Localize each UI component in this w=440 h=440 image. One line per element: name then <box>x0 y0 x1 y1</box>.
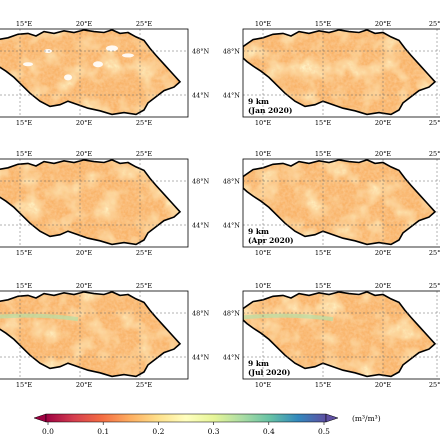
lon-tick-label: 20°E <box>375 381 392 389</box>
lat-tick-label: 48°N <box>223 310 241 318</box>
lat-tick-label: 48°N <box>192 48 210 56</box>
lon-tick-label: 25°E <box>429 282 440 290</box>
lon-tick-label: 20°E <box>375 119 392 127</box>
lon-tick-label: 15°E <box>16 249 33 257</box>
map-panel-r1c1: 15°E 15°E 20°E 20°E 25°E 25°E 48°N 44°N <box>0 20 210 127</box>
lon-tick-label: 25°E <box>429 150 440 158</box>
lon-tick-label: 20°E <box>76 249 93 257</box>
lat-tick-label: 48°N <box>192 178 210 186</box>
lon-tick-label: 15°E <box>315 150 332 158</box>
basin-outline <box>0 291 182 378</box>
basin-outline <box>243 159 437 246</box>
lon-tick-label: 25°E <box>429 20 440 28</box>
panel-resolution-label: 9 km <box>248 227 269 236</box>
lon-tick-label: 25°E <box>136 20 153 28</box>
lon-tick-label: 20°E <box>375 150 392 158</box>
map-frame <box>0 158 189 248</box>
lat-tick-label: 44°N <box>192 92 210 100</box>
lat-tick-label: 44°N <box>223 222 241 230</box>
lat-tick-label: 44°N <box>192 354 210 362</box>
colorbar-tick-label: 0.1 <box>97 427 109 436</box>
lon-tick-label: 10°E <box>255 249 272 257</box>
basin-outline <box>0 159 182 246</box>
lon-tick-label: 15°E <box>16 150 33 158</box>
lon-tick-label: 15°E <box>315 20 332 28</box>
colorbar-tick-label: 0.3 <box>208 427 220 436</box>
panel-date-label: (Apr 2020) <box>248 236 294 245</box>
lon-tick-label: 10°E <box>255 119 272 127</box>
lon-tick-label: 15°E <box>315 282 332 290</box>
lat-tick-label: 44°N <box>223 354 241 362</box>
lon-tick-label: 15°E <box>16 119 33 127</box>
lon-tick-label: 25°E <box>136 249 153 257</box>
lat-tick-label: 44°N <box>192 222 210 230</box>
colorbar-ramp <box>45 413 327 423</box>
panel-date-label: (Jan 2020) <box>248 106 292 115</box>
lon-tick-label: 15°E <box>315 119 332 127</box>
colorbar-max-extend <box>325 413 339 423</box>
lon-tick-label: 15°E <box>16 381 33 389</box>
lon-tick-label: 15°E <box>16 282 33 290</box>
lon-tick-label: 20°E <box>76 119 93 127</box>
lon-tick-label: 20°E <box>375 20 392 28</box>
lon-tick-label: 20°E <box>375 282 392 290</box>
map-panel-r2c1: 15°E 15°E 20°E 20°E 25°E 25°E 48°N 44°N <box>0 150 210 257</box>
lon-tick-label: 10°E <box>255 150 272 158</box>
lat-tick-label: 44°N <box>223 92 241 100</box>
basin-outline <box>243 291 437 378</box>
colorbar-unit-label: (m³/m³) <box>352 414 381 423</box>
lon-tick-label: 10°E <box>255 282 272 290</box>
lon-tick-label: 20°E <box>76 381 93 389</box>
lon-tick-label: 20°E <box>375 249 392 257</box>
map-frame <box>0 28 189 118</box>
lon-tick-label: 20°E <box>76 150 93 158</box>
lon-tick-label: 25°E <box>136 119 153 127</box>
colorbar-tick-label: 0.5 <box>318 427 330 436</box>
lon-tick-label: 25°E <box>136 282 153 290</box>
map-panel-r2c2: 10°E 10°E 15°E 15°E 20°E 20°E 25°E 25°E 48°N 44°N… <box>223 150 440 257</box>
colorbar-min-extend <box>33 413 47 423</box>
lon-tick-label: 25°E <box>429 119 440 127</box>
lon-tick-label: 20°E <box>76 282 93 290</box>
lon-tick-label: 15°E <box>16 20 33 28</box>
panel-resolution-label: 9 km <box>248 359 269 368</box>
lat-tick-label: 48°N <box>223 178 241 186</box>
map-panel-r1c2: 10°E 10°E 15°E 15°E 20°E 20°E 25°E 25°E 48°N 44°N… <box>223 20 440 127</box>
lon-tick-label: 25°E <box>136 150 153 158</box>
map-frame <box>242 290 440 380</box>
lon-tick-label: 25°E <box>429 249 440 257</box>
lon-tick-label: 10°E <box>255 20 272 28</box>
map-frame <box>242 158 440 248</box>
colorbar-tick-label: 0.0 <box>42 427 54 436</box>
lat-tick-label: 48°N <box>223 48 241 56</box>
map-panel-r3c1: 15°E 15°E 20°E 20°E 25°E 25°E 48°N 44°N <box>0 282 210 389</box>
lon-tick-label: 15°E <box>315 381 332 389</box>
map-frame <box>0 290 189 380</box>
panel-date-label: (Jul 2020) <box>248 368 290 377</box>
lon-tick-label: 20°E <box>76 20 93 28</box>
lon-tick-label: 25°E <box>429 381 440 389</box>
map-panel-r3c2: 10°E 10°E 15°E 15°E 20°E 20°E 25°E 25°E 48°N 44°N… <box>223 282 440 389</box>
lon-tick-label: 15°E <box>315 249 332 257</box>
lon-tick-label: 10°E <box>255 381 272 389</box>
basin-outline <box>243 29 437 116</box>
map-frame <box>242 28 440 118</box>
colorbar-tick-label: 0.2 <box>152 427 164 436</box>
basin-outline <box>0 29 182 116</box>
lat-tick-label: 48°N <box>192 310 210 318</box>
lon-tick-label: 25°E <box>136 381 153 389</box>
panel-resolution-label: 9 km <box>248 97 269 106</box>
colorbar: 0.0 0.1 0.2 0.3 0.4 0.5 (m³/m³) <box>33 413 381 436</box>
colorbar-tick-label: 0.4 <box>263 427 275 436</box>
